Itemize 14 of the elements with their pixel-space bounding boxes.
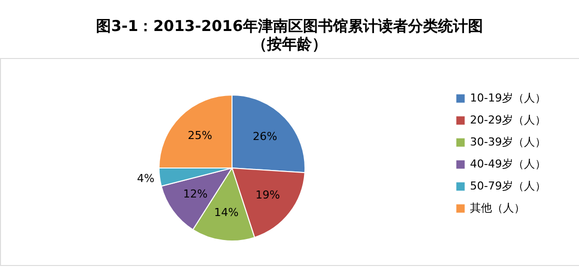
chart-subtitle: （按年龄） <box>252 35 327 53</box>
legend-label: 40-49岁（人） <box>470 158 546 170</box>
legend-label: 50-79岁（人） <box>470 180 546 192</box>
legend-label: 10-19岁（人） <box>470 92 546 104</box>
data-label: 25% <box>188 128 212 142</box>
chart-title: 图3-1：2013-2016年津南区图书馆累计读者分类统计图 <box>96 17 483 35</box>
data-label: 26% <box>252 130 278 144</box>
legend-label: 其他（人） <box>470 202 525 214</box>
legend-label: 20-29岁（人） <box>470 114 546 126</box>
legend-label: 30-39岁（人） <box>470 136 546 148</box>
data-label: 14% <box>214 206 239 219</box>
data-label: 4% <box>136 172 154 185</box>
data-label: 12% <box>183 188 208 201</box>
data-label: 19% <box>256 188 280 202</box>
